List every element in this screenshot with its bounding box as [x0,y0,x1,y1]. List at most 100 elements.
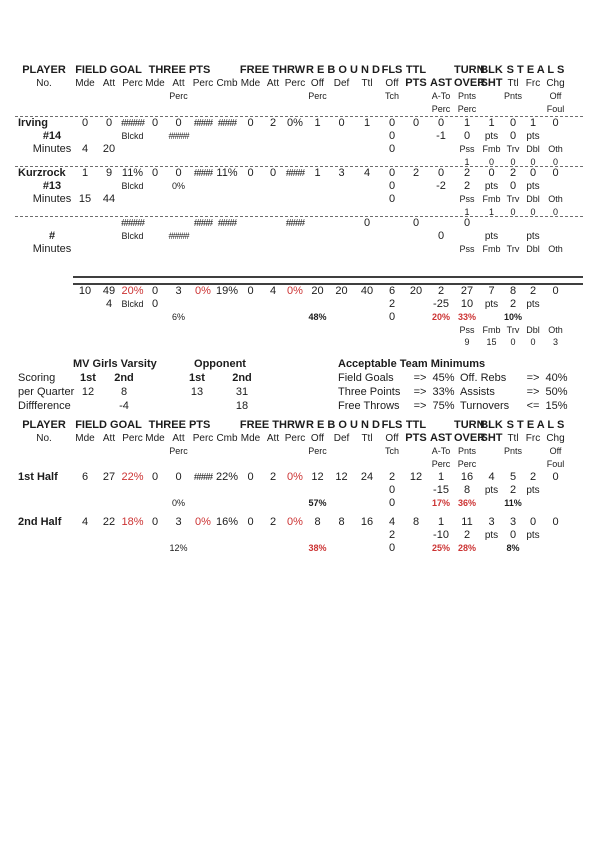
cell: Pnts [457,91,476,101]
cell: 11% [216,167,238,179]
cell: 0 [437,117,445,129]
cell: Perc [169,446,188,456]
cell: 4 [363,167,371,179]
cell: 16 [460,471,474,483]
cell: Off [385,433,399,444]
cell: Pss [459,144,475,154]
cell: 0 [388,180,396,192]
cell: Perc [308,446,327,456]
cell: 1 [81,167,89,179]
cell: Ttl [361,433,373,444]
cell: 4 [388,516,396,528]
cell: 3 [175,285,182,297]
cell: 1 [437,516,445,528]
cell: 36% [457,498,476,508]
cell: 0 [338,117,345,129]
cell: Trv [506,194,520,204]
cell: 0 [247,516,254,528]
cell: 50% [545,386,568,398]
cell: Trv [506,325,520,335]
cell: OVER [454,432,486,444]
cell: 2 [412,167,420,179]
minimums-row-1: Field Goals => 45% Off. Rebs => 40% [335,371,585,385]
cell: No. [36,433,52,444]
cell: Off [549,91,562,101]
team-minimums-table: Acceptable Team Minimums Field Goals => 45%… [335,357,585,413]
cell: Tch [384,446,399,456]
cell: TTL [405,64,427,76]
cell: Perc [169,91,188,101]
cell: SHT [480,77,503,89]
cell: 0% [195,516,211,528]
cell: 3 [509,516,517,528]
cell: 1 [488,117,495,129]
cell: 75% [432,400,455,412]
cell: Att [172,433,185,444]
cell: 6 [81,471,89,483]
cell: 8% [506,543,520,553]
cell: 0 [463,217,471,229]
cell: 20 [335,285,348,297]
cell: AST [430,77,452,89]
cell: 0 [151,117,159,129]
cell: 0 [552,516,559,528]
cell: Pnts [503,446,522,456]
cell: per Quarter [18,386,75,398]
cell: 2 [463,167,471,179]
cell: 20% [121,285,144,297]
cell: 0 [529,516,537,528]
cell: 0 [388,311,396,323]
cell: 0 [151,298,159,310]
cell: Dbl [526,144,540,154]
cell: Chg [546,433,565,444]
cell: 0 [151,167,159,179]
cell: 3 [552,337,558,347]
cell: Ttl [507,78,519,89]
cell: => [413,372,427,384]
cell: 1 [314,167,321,179]
cell: Att [266,78,280,89]
cell: OVER [454,77,486,89]
middle-section: MV Girls Varsity Opponent Scoring 1st 2nd 1st… [0,357,600,413]
cell: 0 [510,207,516,217]
cell: 0 [530,337,536,347]
cell: 0 [552,157,558,167]
cell: R E B O U N D [306,64,380,76]
cell: 0 [388,117,396,129]
cell: R E B O U N D [306,419,380,431]
first-half-row-2: 0 -15 8 pts 2 pts [15,484,583,497]
cell: FIELD GOAL [75,64,142,76]
cell: pts [484,485,499,496]
cell: Ttl [361,78,373,89]
cell: 0 [151,285,159,297]
cell: Acceptable Team Minimums [338,358,486,370]
cell: 40% [545,372,568,384]
cell: 20% [431,312,450,322]
cell: Perc [284,78,306,89]
cell: 15% [545,400,568,412]
cell: Pss [459,244,475,254]
cell: 1 [488,207,494,217]
totals-row-2: 4 Blckd 0 2 -25 10 pts 2 pts [15,298,583,311]
cell: 1 [464,207,470,217]
cell: pts [526,231,540,242]
first-half-row-3: 0% 57% 0 17% 36% 11% [15,497,583,510]
cell: S T E A L S [506,64,565,76]
cell: 28% [457,543,476,553]
cell: 7 [488,285,495,297]
scoring-difference: Diffference -4 18 [15,399,265,413]
player-row-blank-1: ##### #### #### #### 0 0 0 [15,216,583,230]
cell: 13 [190,386,204,398]
cell: => [526,372,540,384]
cell: -2 [436,180,446,192]
cell: 0 [247,167,254,179]
cell: 11% [121,167,144,179]
cell: TURN [454,64,485,76]
cell: 15 [78,193,92,205]
cell: Fmb [482,194,501,204]
cell: THREE PTS [148,419,211,431]
cell: 22% [215,471,239,483]
cell: Pnts [457,446,476,456]
cell: Fmb [482,325,501,335]
cell: 0 [175,471,182,483]
